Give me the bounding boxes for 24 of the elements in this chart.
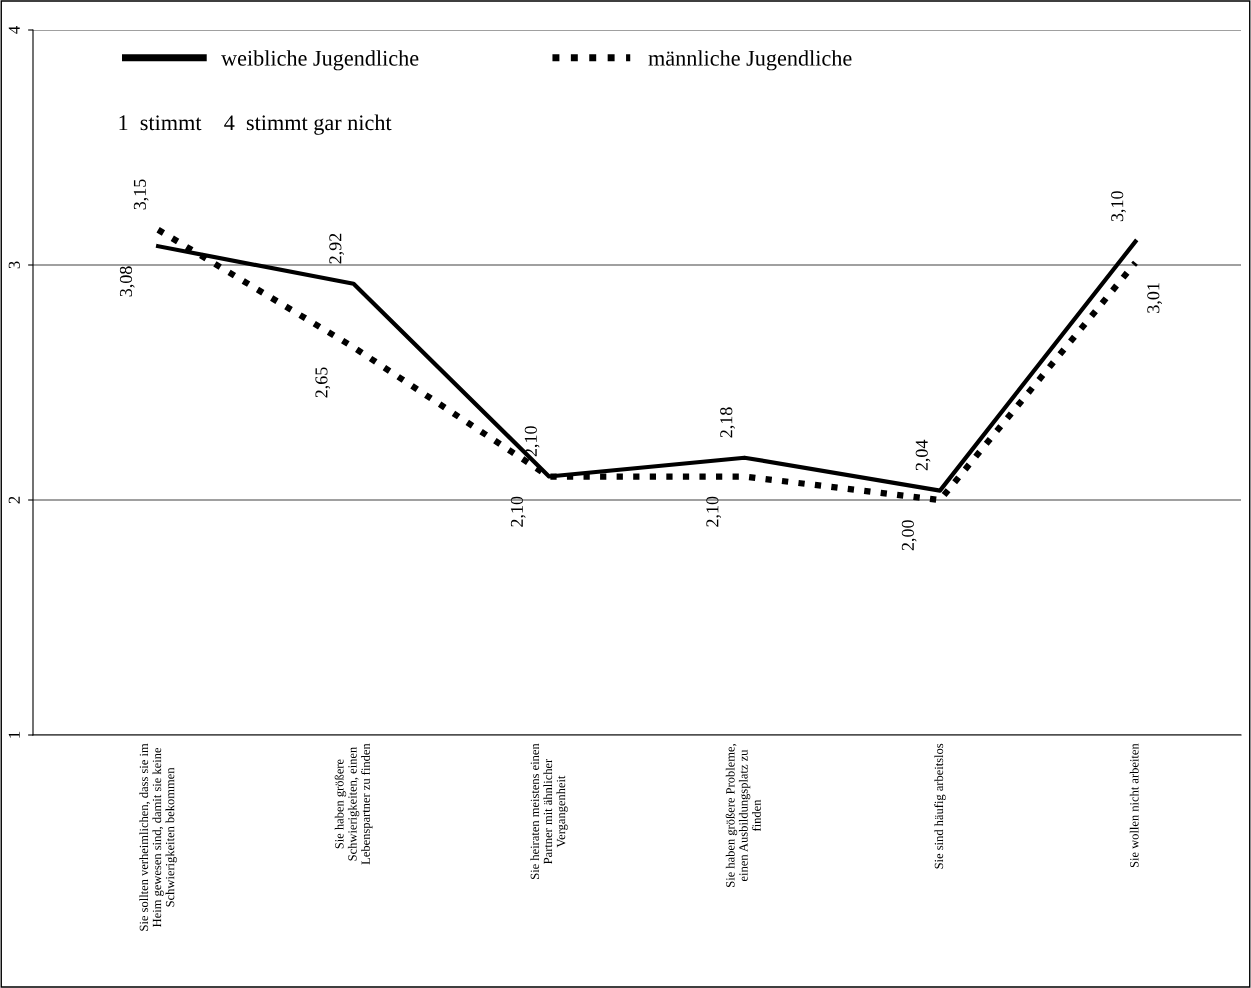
- data-label: 3,15: [133, 179, 149, 210]
- data-label: 3,10: [1111, 191, 1126, 222]
- x-tick-label: Sie haben größere Schwierigkeiten, einen Lebenspartner zu finden: [334, 743, 373, 865]
- x-tick-label: Sie heiraten meistens einen Partner mit ähnlicher Vergangenheit: [530, 743, 568, 879]
- annotation: 1 stimmt 4 stimmt gar nicht: [119, 114, 392, 135]
- x-tick-label: Sie sollten verheimlichen, dass sie im Heim gewesen sind, damit sie keine Schwierigkeiten bekommen: [139, 743, 177, 931]
- data-label: 2,04: [915, 439, 931, 471]
- data-label: 2,10: [706, 496, 722, 527]
- x-tick-label: Sie wollen nicht arbeiten: [1129, 743, 1139, 868]
- data-label: 2,00: [901, 520, 917, 551]
- y-tick-label: 2: [8, 496, 20, 504]
- data-label: 2,18: [720, 407, 735, 438]
- data-label: 3,01: [1147, 283, 1163, 313]
- data-label: 3,08: [119, 266, 135, 297]
- data-label: 2,65: [315, 367, 331, 398]
- data-label: 2,10: [510, 496, 526, 527]
- x-tick-label: Sie sind häufig arbeitslos: [934, 743, 946, 869]
- x-tick-label: Sie haben größere Probleme, einen Ausbildungsplatz zu finden: [725, 744, 761, 887]
- y-tick-label: 4: [8, 26, 20, 34]
- y-tick-label: 1: [8, 731, 20, 738]
- legend-label: weibliche Jugendliche: [221, 50, 419, 71]
- data-label: 2,92: [329, 233, 345, 264]
- y-tick-label: 3: [8, 261, 20, 269]
- legend-label: männliche Jugendliche: [648, 50, 852, 71]
